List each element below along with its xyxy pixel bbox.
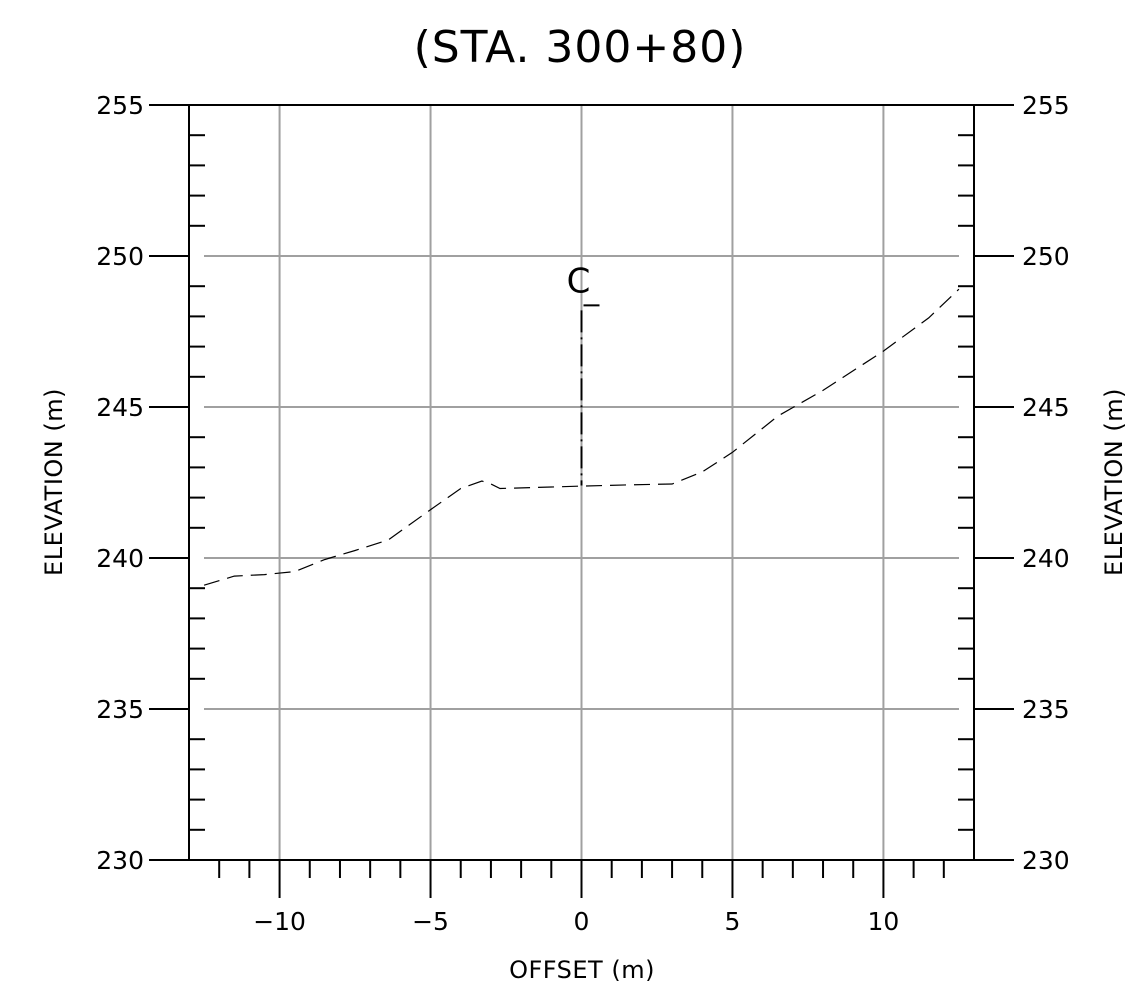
centerline-layer: C <box>567 261 600 486</box>
y-axis-label-right: ELEVATION (m) <box>1100 388 1128 576</box>
y-tick-label-left: 255 <box>96 91 144 120</box>
y-tick-label-left: 245 <box>96 393 144 422</box>
tick-labels: 230 230 235 235 240 240 245 245 250 250 255 255 −10 −… <box>96 91 1069 936</box>
series-layer <box>203 288 960 586</box>
y-tick-label-right: 255 <box>1022 91 1070 120</box>
y-tick-label-right: 240 <box>1022 544 1070 573</box>
axes <box>149 104 1014 898</box>
y-tick-label-left: 240 <box>96 544 144 573</box>
x-axis-label: OFFSET (m) <box>509 956 655 984</box>
x-tick-label: 10 <box>868 907 900 936</box>
x-tick-label: 0 <box>574 907 590 936</box>
y-tick-label-right: 245 <box>1022 393 1070 422</box>
y-tick-label-left: 230 <box>96 846 144 875</box>
centerline-label: C <box>567 261 591 301</box>
y-tick-label-right: 235 <box>1022 695 1070 724</box>
y-tick-label-left: 250 <box>96 242 144 271</box>
chart-title: (STA. 300+80) <box>414 22 747 73</box>
y-tick-label-left: 235 <box>96 695 144 724</box>
x-tick-label: 5 <box>725 907 741 936</box>
y-tick-label-right: 230 <box>1022 846 1070 875</box>
x-tick-label: −10 <box>253 907 306 936</box>
x-tick-label: −5 <box>412 907 449 936</box>
y-tick-label-right: 250 <box>1022 242 1070 271</box>
ground-profile-line <box>203 288 960 586</box>
y-axis-label-left: ELEVATION (m) <box>40 388 68 576</box>
